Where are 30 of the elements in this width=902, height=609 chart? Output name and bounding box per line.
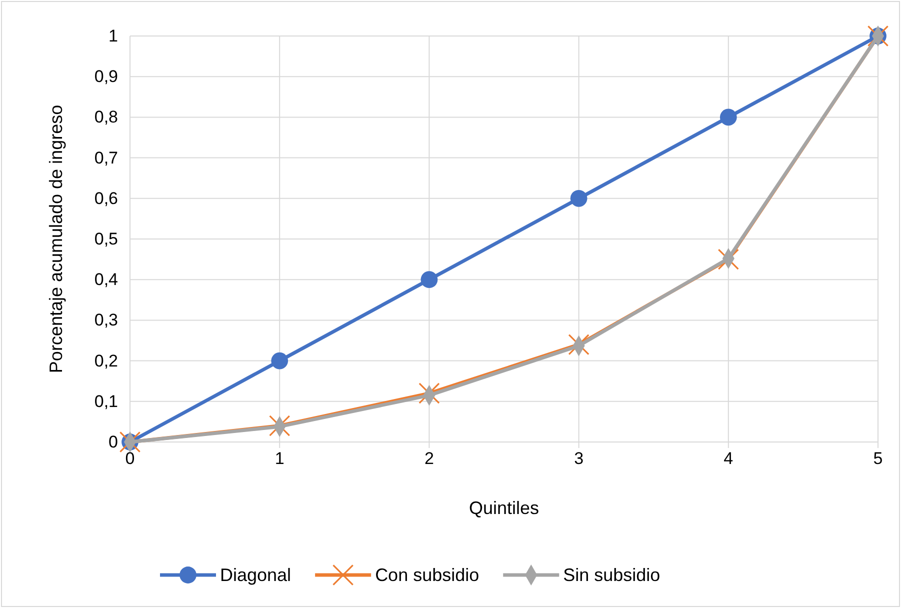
- x-tick-label: 3: [574, 449, 584, 468]
- y-tick-label: 0,3: [94, 310, 118, 330]
- y-tick-label: 0,1: [94, 392, 118, 411]
- y-tick-label: 0: [108, 432, 118, 452]
- y-tick-label: 0,7: [94, 148, 118, 168]
- y-tick-label: 0,4: [94, 270, 118, 290]
- point: [418, 382, 440, 404]
- x-tick-label: 4: [724, 449, 734, 468]
- point: [720, 108, 737, 126]
- x-tick-label: 2: [424, 449, 434, 468]
- x-tick-label: 0: [125, 449, 135, 468]
- point: [718, 248, 739, 270]
- point: [568, 334, 590, 356]
- legend-label: Con subsidio: [375, 565, 480, 585]
- point: [570, 190, 588, 207]
- point: [420, 271, 438, 288]
- point: [271, 352, 288, 370]
- y-tick-label: 1: [108, 26, 118, 46]
- x-tick-label: 1: [274, 449, 284, 468]
- y-tick-label: 0,2: [94, 351, 118, 370]
- y-axis-title: Porcentaje acumulado de ingreso: [46, 104, 66, 374]
- y-tick-label: 0,5: [94, 229, 118, 248]
- x-axis-title: Quintiles: [468, 498, 540, 518]
- legend-label: Diagonal: [220, 565, 292, 585]
- point: [269, 415, 290, 436]
- y-tick-label: 0,6: [94, 188, 118, 208]
- x-tick-label: 5: [873, 449, 883, 468]
- y-tick-label: 0,9: [94, 67, 118, 86]
- legend-label: Sin subsidio: [563, 565, 660, 585]
- y-tick-label: 0,8: [94, 108, 118, 127]
